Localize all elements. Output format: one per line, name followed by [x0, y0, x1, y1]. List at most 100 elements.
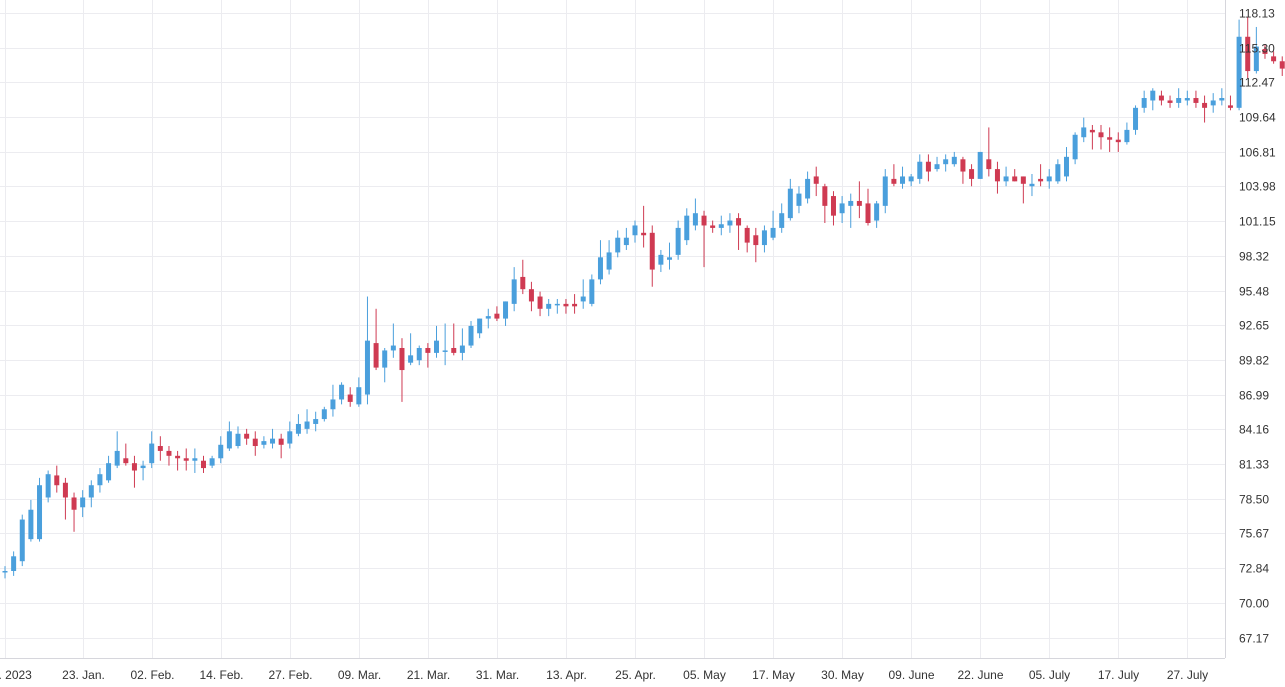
candle	[891, 164, 897, 187]
x-tick-label: 31. Mar.	[476, 668, 519, 682]
candle	[994, 161, 1000, 194]
candle	[572, 294, 578, 314]
candle	[632, 220, 638, 243]
candle	[528, 281, 534, 312]
candles	[2, 17, 1285, 579]
candle-body	[1176, 98, 1182, 103]
candle	[28, 499, 34, 542]
y-tick-label: 101.15	[1239, 215, 1276, 229]
candle-body	[200, 460, 206, 469]
candle-body	[865, 203, 871, 224]
candle-body	[175, 455, 181, 459]
candle-body	[874, 203, 880, 221]
candle-body	[960, 159, 966, 172]
y-tick-label: 72.84	[1239, 562, 1269, 576]
candle-body	[641, 232, 647, 236]
candle-body	[313, 419, 319, 424]
candle	[287, 421, 293, 449]
candle-body	[226, 431, 232, 449]
y-tick-label: 112.47	[1239, 76, 1275, 90]
candle-body	[546, 303, 552, 309]
candle-body	[45, 474, 51, 498]
x-tick-label: 30. May	[821, 668, 864, 682]
x-tick-label: 05. July	[1029, 668, 1070, 682]
candle	[520, 259, 526, 295]
candle	[1081, 117, 1087, 143]
candle-body	[1029, 183, 1035, 187]
candle	[589, 274, 595, 307]
candle	[434, 325, 439, 358]
candle	[951, 151, 957, 167]
candle	[787, 178, 793, 221]
candle	[183, 448, 189, 471]
candle	[1020, 176, 1026, 204]
candle-body	[667, 257, 673, 260]
candle-body	[908, 176, 914, 182]
candle	[45, 470, 51, 503]
candle	[1158, 90, 1164, 106]
candle	[252, 431, 258, 456]
candle	[1184, 90, 1190, 106]
candle-body	[1038, 178, 1044, 182]
candle-body	[1072, 134, 1078, 160]
candle-body	[917, 161, 923, 179]
candle-body	[787, 188, 793, 219]
candle	[1107, 127, 1113, 152]
candle	[356, 377, 362, 407]
candle-body	[364, 340, 370, 395]
candle-body	[321, 409, 327, 420]
candle-body	[468, 325, 474, 346]
candle	[667, 242, 673, 270]
x-tick-label: 02. Feb.	[130, 668, 174, 682]
candle-body	[1133, 107, 1139, 130]
candle	[321, 406, 327, 422]
candle-body	[235, 433, 241, 447]
candle-body	[11, 556, 17, 572]
candle	[1193, 90, 1199, 108]
candle	[580, 279, 586, 309]
candle	[149, 431, 155, 469]
candle-body	[1202, 102, 1208, 108]
candle	[226, 421, 232, 451]
candle-body	[882, 176, 888, 206]
candle	[882, 169, 888, 214]
candle-body	[710, 225, 716, 228]
candle	[796, 186, 802, 214]
candle-body	[1063, 156, 1069, 177]
candle	[62, 477, 68, 520]
candle	[1167, 95, 1173, 108]
candle	[606, 240, 612, 275]
candle-body	[1081, 127, 1087, 138]
candle-body	[770, 227, 776, 238]
candle	[399, 338, 405, 402]
candle	[278, 433, 284, 459]
candle-body	[1158, 95, 1164, 101]
candle-body	[425, 347, 431, 353]
candle	[425, 343, 431, 368]
candle-body	[822, 186, 828, 206]
candle-body	[1245, 36, 1251, 72]
candle	[485, 308, 491, 329]
candle-body	[1262, 49, 1268, 54]
x-tick-label: 09. June	[888, 668, 934, 682]
candle-body	[166, 450, 172, 456]
candle-body	[796, 193, 802, 206]
candle-body	[701, 215, 707, 226]
candle-body	[615, 237, 621, 253]
candle	[934, 156, 940, 172]
candle	[157, 436, 163, 461]
candle	[451, 323, 457, 356]
candle	[684, 208, 690, 246]
candle-body	[994, 169, 1000, 182]
candle-body	[848, 200, 854, 206]
candle	[218, 436, 224, 464]
candle-body	[451, 347, 457, 353]
candle-body	[1020, 176, 1026, 184]
candle-body	[606, 252, 612, 270]
candle-body	[1141, 98, 1147, 108]
candle	[1150, 88, 1156, 111]
candle-body	[528, 289, 534, 302]
candle	[830, 191, 836, 226]
candle-body	[261, 441, 267, 445]
